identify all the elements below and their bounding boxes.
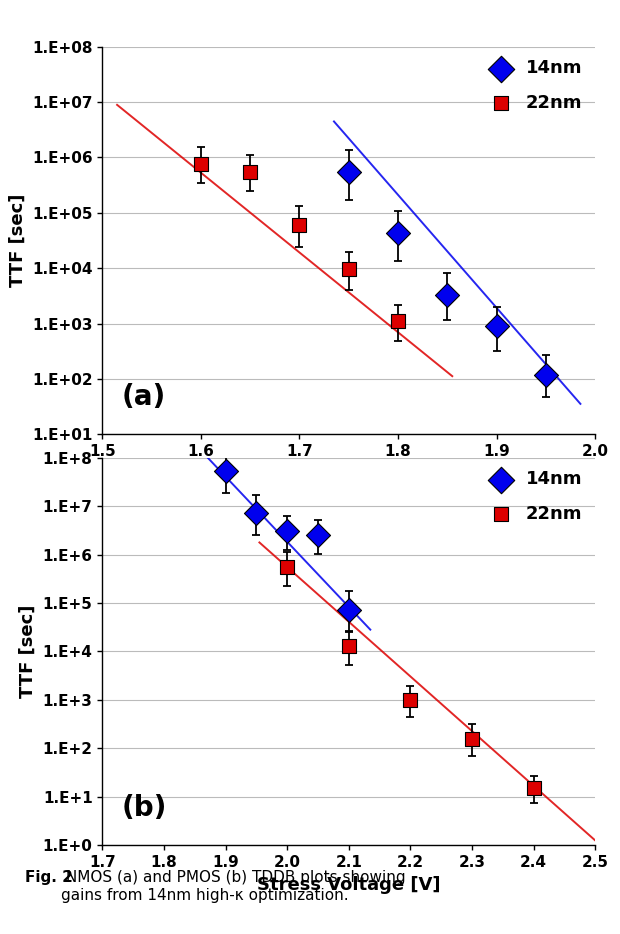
Text: (a): (a) xyxy=(122,383,166,411)
14nm xyxy=(251,506,261,521)
14nm xyxy=(343,602,353,617)
22nm xyxy=(196,157,206,172)
14nm xyxy=(221,464,231,479)
X-axis label: Stress Voltage [V]: Stress Voltage [V] xyxy=(257,464,440,483)
X-axis label: Stress Voltage [V]: Stress Voltage [V] xyxy=(257,875,440,894)
Text: Fig. 2: Fig. 2 xyxy=(25,870,73,885)
14nm xyxy=(282,524,292,539)
Text: NMOS (a) and PMOS (b) TDDB plots showing
gains from 14nm high-κ optimization.: NMOS (a) and PMOS (b) TDDB plots showing… xyxy=(61,870,405,903)
14nm xyxy=(343,164,353,179)
Legend: 14nm, 22nm: 14nm, 22nm xyxy=(476,52,590,119)
14nm xyxy=(541,367,551,382)
22nm xyxy=(245,164,255,179)
14nm xyxy=(393,226,403,241)
22nm xyxy=(467,731,477,746)
22nm xyxy=(282,559,292,574)
22nm xyxy=(343,262,353,276)
Text: (b): (b) xyxy=(122,794,167,822)
22nm xyxy=(393,314,403,329)
22nm xyxy=(343,639,353,654)
22nm xyxy=(405,693,415,708)
14nm xyxy=(443,288,453,303)
14nm xyxy=(492,318,502,333)
22nm xyxy=(294,218,304,233)
14nm xyxy=(313,528,323,543)
22nm xyxy=(529,781,539,796)
Y-axis label: TTF [sec]: TTF [sec] xyxy=(9,194,27,287)
Y-axis label: TTF [sec]: TTF [sec] xyxy=(19,605,37,698)
Legend: 14nm, 22nm: 14nm, 22nm xyxy=(476,463,590,530)
